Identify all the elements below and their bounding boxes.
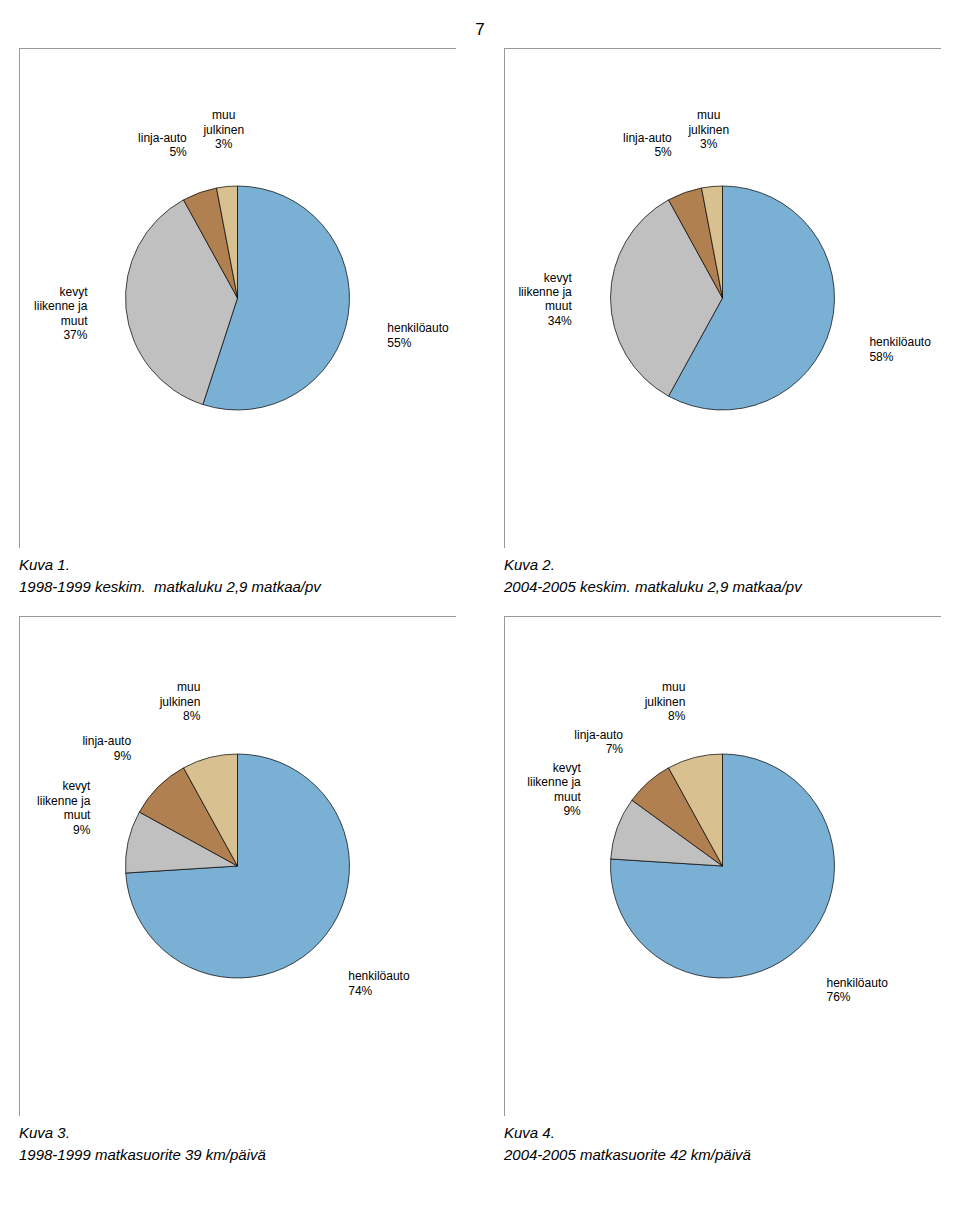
svg-text:linja-auto9%: linja-auto9% <box>82 734 131 762</box>
svg-text:muujulkinen3%: muujulkinen3% <box>687 108 729 151</box>
html-text:1998-1999 matkasuorite 39 km/p: 1998-1999 matkasuorite 39 km/päivä <box>19 1146 266 1163</box>
svg-text:kevytliikenne jamuut9%: kevytliikenne jamuut9% <box>37 779 91 836</box>
svg-text:muujulkinen8%: muujulkinen8% <box>159 680 201 723</box>
svg-text:muujulkinen3%: muujulkinen3% <box>202 108 244 151</box>
svg-text:henkilöauto74%: henkilöauto74% <box>348 969 410 997</box>
svg-text:henkilöauto76%: henkilöauto76% <box>827 976 889 1004</box>
html-text:2004-2005 keskim. matkaluku 2,: 2004-2005 keskim. matkaluku 2,9 matkaa/p… <box>504 578 802 595</box>
svg-text:henkilöauto58%: henkilöauto58% <box>869 335 931 363</box>
svg-text:linja-auto5%: linja-auto5% <box>623 131 672 159</box>
svg-text:henkilöauto55%: henkilöauto55% <box>387 321 449 349</box>
html-text:7: 7 <box>475 20 485 39</box>
html-text:1998-1999 keskim. matkaluku 2,: 1998-1999 keskim. matkaluku 2,9 matkaa/p… <box>19 578 321 595</box>
html-text:Kuva 2.: Kuva 2. <box>504 556 555 573</box>
svg-text:linja-auto7%: linja-auto7% <box>574 728 623 756</box>
html-text:Kuva 3.: Kuva 3. <box>19 1124 70 1141</box>
svg-text:kevytliikenne jamuut34%: kevytliikenne jamuut34% <box>518 271 572 328</box>
svg-text:muujulkinen8%: muujulkinen8% <box>644 680 686 723</box>
html-text:Kuva 1.: Kuva 1. <box>19 556 70 573</box>
html-text:Kuva 4.: Kuva 4. <box>504 1124 555 1141</box>
svg-text:kevytliikenne jamuut9%: kevytliikenne jamuut9% <box>527 761 581 818</box>
svg-text:linja-auto5%: linja-auto5% <box>138 131 187 159</box>
svg-text:kevytliikenne jamuut37%: kevytliikenne jamuut37% <box>34 285 88 342</box>
html-text:2004-2005 matkasuorite 42 km/p: 2004-2005 matkasuorite 42 km/päivä <box>504 1146 751 1163</box>
